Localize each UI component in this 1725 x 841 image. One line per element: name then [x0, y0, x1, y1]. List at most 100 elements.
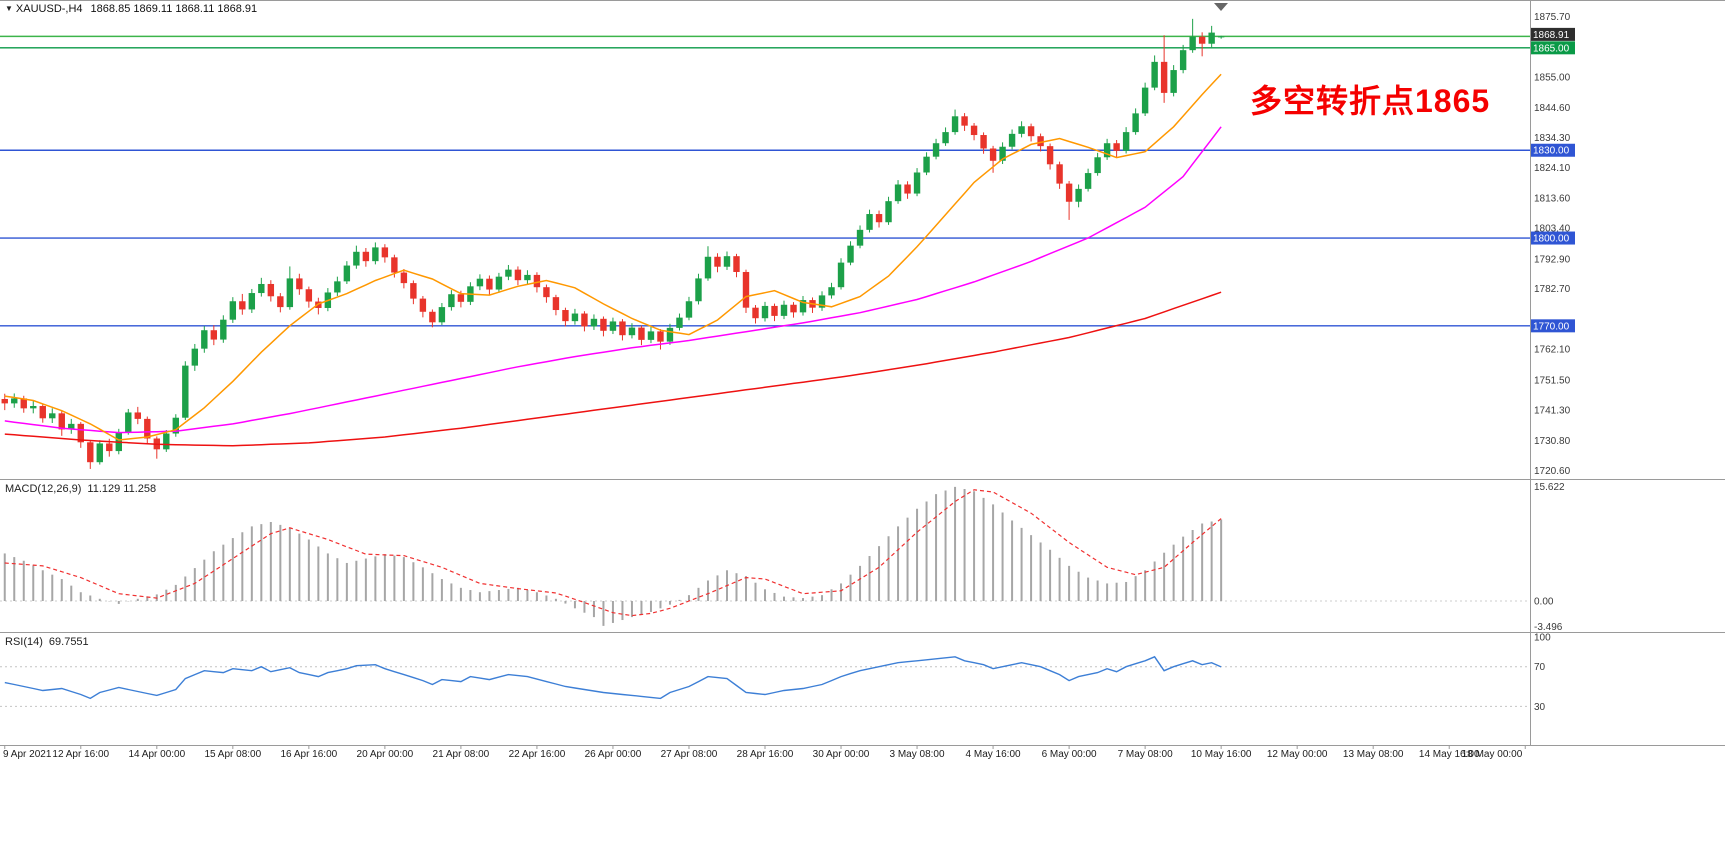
candle — [628, 323, 636, 339]
candle — [951, 109, 959, 135]
time-axis-label: 16 Apr 16:00 — [280, 749, 337, 760]
candle — [400, 269, 408, 289]
candle — [657, 329, 664, 350]
time-axis-label: 6 May 00:00 — [1042, 749, 1097, 760]
price-tick-label: 1741.30 — [1534, 405, 1571, 416]
price-level-label-1800.00[interactable]: 1800.00 — [1531, 231, 1575, 245]
price-level-label-1868.91[interactable]: 1868.91 — [1531, 27, 1575, 41]
candle — [856, 225, 864, 249]
macd-axis-label: -3.496 — [1534, 622, 1563, 633]
candle — [980, 132, 987, 154]
candle — [875, 210, 883, 228]
candle — [220, 315, 227, 343]
rsi-axis-label: 100 — [1534, 632, 1551, 643]
candle — [771, 303, 778, 322]
candle — [923, 152, 930, 176]
candle — [1008, 129, 1016, 150]
macd-signal-line — [4, 489, 1222, 617]
rsi-axis-label: 70 — [1534, 662, 1546, 673]
candle — [733, 253, 740, 278]
candle — [552, 294, 560, 316]
annotation-text: 多空转折点1865 — [1250, 83, 1491, 119]
candle — [676, 313, 683, 331]
candle — [847, 241, 854, 266]
candle — [790, 302, 797, 318]
time-axis-label: 15 Apr 08:00 — [204, 749, 261, 760]
candle — [1027, 123, 1035, 142]
time-axis-label: 12 Apr 16:00 — [52, 749, 109, 760]
macd-axis-label: 15.622 — [1534, 482, 1565, 493]
candle — [476, 274, 484, 291]
candle — [809, 297, 816, 313]
candle — [1141, 82, 1149, 117]
svg-text:1770.00: 1770.00 — [1533, 321, 1570, 332]
candle — [609, 317, 617, 335]
candle — [448, 290, 455, 311]
price-tick-label: 1824.10 — [1534, 163, 1571, 174]
candle — [904, 181, 911, 199]
candle — [524, 270, 531, 285]
candle — [1170, 65, 1177, 97]
time-axis-label: 7 May 08:00 — [1118, 749, 1173, 760]
price-level-label-1865.00[interactable]: 1865.00 — [1531, 41, 1575, 55]
candle — [134, 406, 141, 425]
candle — [885, 196, 892, 225]
candle — [372, 242, 379, 265]
chart-shift-marker-icon[interactable] — [1214, 3, 1228, 11]
candle — [11, 393, 18, 408]
candle — [1198, 32, 1206, 57]
candle — [182, 361, 189, 421]
price-tick-label: 1792.90 — [1534, 254, 1571, 265]
time-axis-label: 12 May 00:00 — [1267, 749, 1328, 760]
candle — [229, 297, 237, 323]
candle — [410, 280, 417, 305]
symbol-dropdown-icon[interactable]: ▼ — [5, 4, 13, 13]
macd-values: 11.129 11.258 — [87, 483, 157, 495]
candle — [144, 416, 151, 444]
candle — [343, 261, 351, 284]
candle — [647, 326, 655, 344]
candle — [1084, 168, 1092, 192]
candle — [752, 305, 759, 324]
candle — [989, 145, 997, 173]
candle — [96, 440, 103, 465]
candle — [334, 276, 341, 296]
price-tick-label: 1803.40 — [1534, 224, 1571, 235]
time-axis-label: 18 May 00:00 — [1462, 749, 1523, 760]
time-axis-label: 14 Apr 00:00 — [128, 749, 185, 760]
candle — [1113, 140, 1120, 158]
candle — [1046, 143, 1054, 170]
rsi-values: 69.7551 — [48, 636, 89, 648]
candle — [30, 400, 37, 414]
candle — [201, 326, 208, 353]
price-level-label-1830.00[interactable]: 1830.00 — [1531, 143, 1575, 157]
time-axis-label: 10 May 16:00 — [1191, 749, 1252, 760]
candle — [1179, 44, 1187, 74]
time-axis-label: 27 Apr 08:00 — [661, 749, 718, 760]
candle — [286, 266, 294, 310]
time-axis-label: 9 Apr 2021 — [3, 749, 52, 760]
price-tick-label: 1834.30 — [1534, 133, 1571, 144]
candle — [438, 303, 446, 325]
time-axis-label: 13 May 08:00 — [1343, 749, 1404, 760]
candle — [305, 286, 313, 308]
candle — [172, 414, 180, 437]
candle — [913, 168, 921, 197]
price-tick-label: 1813.60 — [1534, 194, 1571, 205]
ma-fast-line — [4, 73, 1222, 441]
candle — [866, 209, 873, 233]
rsi-line — [4, 655, 1222, 700]
candle — [1018, 121, 1025, 138]
ohlc-readout: 1868.85 1869.11 1868.11 1868.91 — [90, 3, 258, 15]
svg-text:1865.00: 1865.00 — [1533, 43, 1570, 54]
candle — [353, 245, 360, 269]
macd-name: MACD(12,26,9) — [5, 483, 82, 495]
price-tick-label: 1751.50 — [1534, 375, 1571, 386]
candle — [590, 314, 598, 330]
candle — [799, 295, 807, 316]
rsi-indicator-label: RSI(14) 69.7551 — [5, 636, 95, 648]
candle — [125, 408, 132, 435]
macd-histogram — [3, 486, 1223, 626]
price-level-label-1770.00[interactable]: 1770.00 — [1531, 319, 1575, 333]
